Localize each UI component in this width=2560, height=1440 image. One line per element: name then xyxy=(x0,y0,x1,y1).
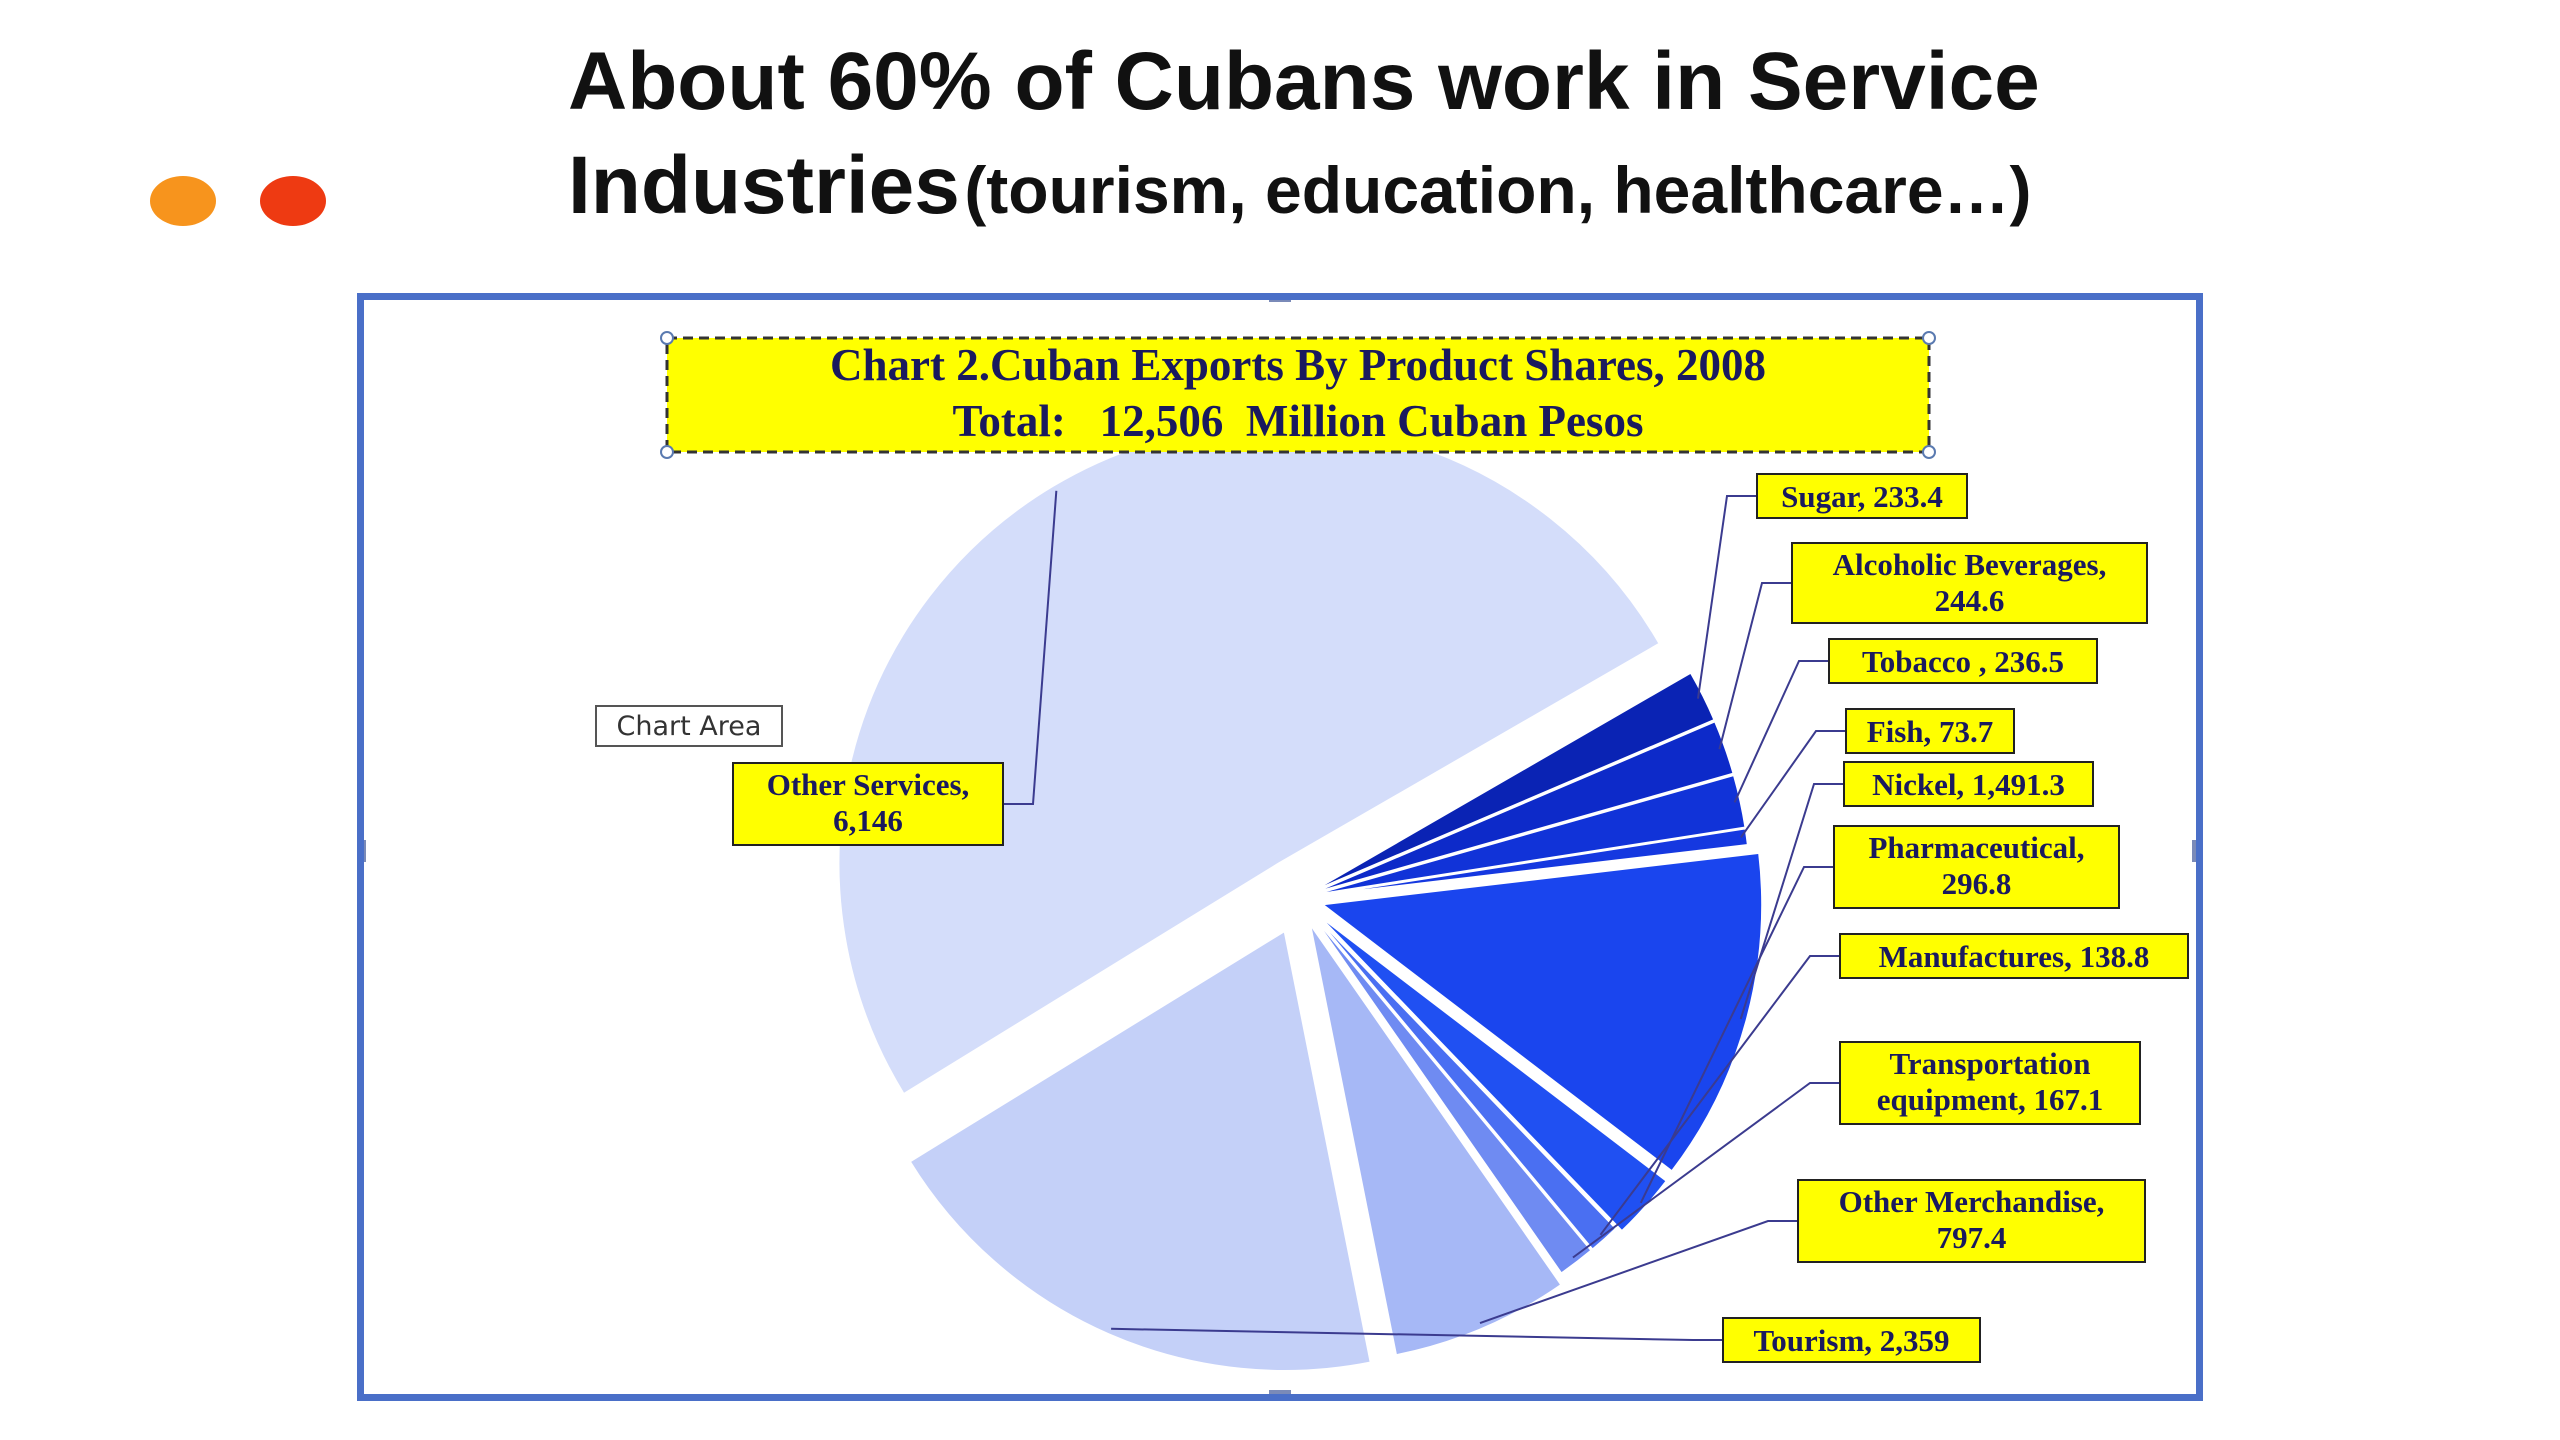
chart-title-box[interactable]: Chart 2.Cuban Exports By Product Shares,… xyxy=(660,331,1936,459)
title-line-1: About 60% of Cubans work in Service xyxy=(568,36,2040,127)
data-label-text: Sugar, 233.4 xyxy=(1781,479,1943,514)
pie-slice-transportation-equipment[interactable] xyxy=(1309,911,1593,1275)
data-label-tobacco[interactable]: Tobacco , 236.5 xyxy=(1828,638,2098,684)
slide-title: About 60% of Cubans work in Service Indu… xyxy=(568,30,2468,261)
data-label-text: 244.6 xyxy=(1935,583,2005,618)
pie-slice-alcoholic-beverages[interactable] xyxy=(1309,720,1735,895)
data-label-text: 797.4 xyxy=(1937,1220,2007,1255)
leader-line xyxy=(1696,495,1757,699)
pie-slice-sugar[interactable] xyxy=(1309,671,1716,894)
leader-line xyxy=(1639,866,1834,1204)
data-label-text: Transportation xyxy=(1890,1046,2091,1081)
data-label-fish[interactable]: Fish, 73.7 xyxy=(1845,708,2015,754)
leader-line xyxy=(1003,490,1058,805)
pie-slice-nickel[interactable] xyxy=(1319,851,1764,1173)
leader-lines xyxy=(1003,490,1846,1341)
frame-handles xyxy=(364,300,2196,1394)
pie-slice-pharmaceutical[interactable] xyxy=(1316,913,1669,1233)
pie-slice-tourism[interactable] xyxy=(908,929,1372,1372)
data-label-nickel[interactable]: Nickel, 1,491.3 xyxy=(1843,761,2094,807)
data-label-tourism[interactable]: Tourism, 2,359 xyxy=(1722,1317,1981,1363)
data-label-text: Manufactures, 138.8 xyxy=(1879,939,2150,974)
data-label-text: Tourism, 2,359 xyxy=(1753,1323,1949,1358)
title-line-2-sub: (tourism, education, healthcare…) xyxy=(964,153,2032,227)
data-label-alcoholic-beverages[interactable]: Alcoholic Beverages,244.6 xyxy=(1791,542,2148,624)
data-label-text: Fish, 73.7 xyxy=(1867,714,1994,749)
leader-line xyxy=(1733,660,1829,803)
pie-slice-fish[interactable] xyxy=(1310,827,1749,898)
data-label-other-merchandise[interactable]: Other Merchandise,797.4 xyxy=(1797,1179,2146,1263)
leader-line xyxy=(1599,955,1840,1236)
data-label-text: Other Services, xyxy=(767,767,970,802)
data-label-text: Other Merchandise, xyxy=(1839,1184,2105,1219)
data-label-manufactures[interactable]: Manufactures, 138.8 xyxy=(1839,933,2189,979)
leader-line xyxy=(1479,1220,1798,1325)
data-label-text: Tobacco , 236.5 xyxy=(1862,644,2064,679)
leader-line xyxy=(1111,1327,1723,1341)
chart-subtitle: Total: 12,506 Million Cuban Pesos xyxy=(953,396,1644,446)
data-label-pharmaceutical[interactable]: Pharmaceutical,296.8 xyxy=(1833,825,2120,909)
chart-area[interactable]: Sugar, 233.4 Alcoholic Beverages, 244.6 Tob… xyxy=(357,293,2203,1401)
data-label-other-services[interactable]: Other Services,6,146 xyxy=(732,762,1004,846)
title-line-2-main: Industries xyxy=(568,140,960,231)
leader-line xyxy=(1739,783,1844,1020)
pie-slices xyxy=(837,422,1764,1372)
leader-line xyxy=(1572,1082,1840,1259)
data-label-text: Alcoholic Beverages, xyxy=(1833,547,2107,582)
pie-slice-other-services[interactable] xyxy=(837,422,1661,1096)
data-label-text: 6,146 xyxy=(833,803,903,838)
pie-chart: Sugar, 233.4 Alcoholic Beverages,244.6 Tob… xyxy=(364,300,2196,1394)
pie-slice-other-merchandise[interactable] xyxy=(1308,923,1563,1357)
data-label-text: Nickel, 1,491.3 xyxy=(1872,767,2065,802)
leader-line xyxy=(1740,730,1846,839)
leader-line xyxy=(1718,582,1792,750)
red-bullet-dot xyxy=(260,176,326,226)
tooltip-text: Chart Area xyxy=(617,711,762,742)
chart-area-tooltip: Chart Area xyxy=(595,705,783,747)
data-label-text: 296.8 xyxy=(1942,866,2012,901)
pie-slice-manufactures[interactable] xyxy=(1310,910,1618,1251)
data-label-text: equipment, 167.1 xyxy=(1877,1082,2104,1117)
orange-bullet-dot xyxy=(150,176,216,226)
data-labels: Sugar, 233.4 Alcoholic Beverages,244.6 Tob… xyxy=(732,473,2189,1363)
data-label-text: Pharmaceutical, xyxy=(1868,830,2084,865)
chart-title: Chart 2.Cuban Exports By Product Shares,… xyxy=(830,340,1766,390)
data-label-sugar[interactable]: Sugar, 233.4 xyxy=(1756,473,1968,519)
